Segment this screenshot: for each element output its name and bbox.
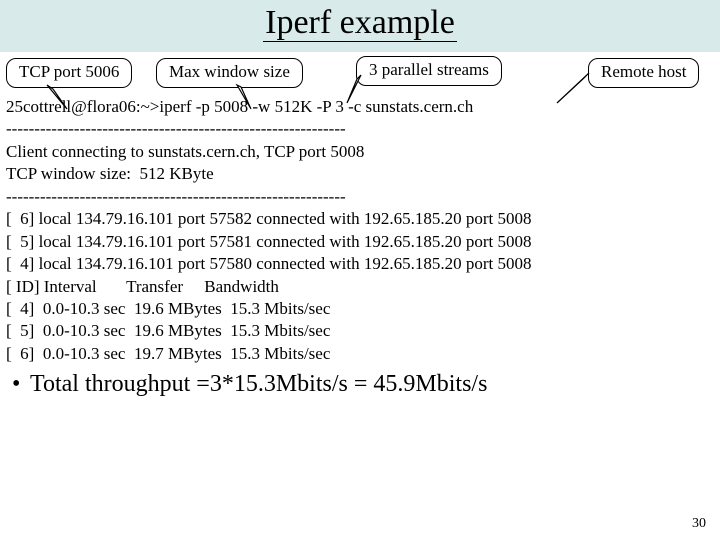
callout-label: Remote host — [601, 62, 686, 81]
callout-pointer-icon — [351, 75, 391, 109]
callout-pointer-icon — [47, 85, 87, 115]
output-line: TCP window size: 512 KByte — [6, 164, 214, 183]
output-line: [ 5] local 134.79.16.101 port 57581 conn… — [6, 232, 532, 251]
callout-max-window: Max window size — [156, 58, 303, 88]
callout-remote: Remote host — [588, 58, 699, 88]
output-line: [ 6] local 134.79.16.101 port 57582 conn… — [6, 209, 532, 228]
title-bar: Iperf example — [0, 0, 720, 52]
callout-pointer-icon — [237, 85, 277, 115]
page-number: 30 — [692, 516, 706, 532]
terminal-output: 25cottrell@flora06:~>iperf -p 5008 -w 51… — [0, 96, 720, 365]
callout-tcp-port: TCP port 5006 — [6, 58, 132, 88]
bullet-icon: • — [12, 371, 30, 398]
output-line: [ ID] Interval Transfer Bandwidth — [6, 277, 279, 296]
output-line: [ 5] 0.0-10.3 sec 19.6 MBytes 15.3 Mbits… — [6, 321, 330, 340]
output-line: Client connecting to sunstats.cern.ch, T… — [6, 142, 364, 161]
callout-label: Max window size — [169, 62, 290, 81]
output-line: [ 4] 0.0-10.3 sec 19.6 MBytes 15.3 Mbits… — [6, 299, 330, 318]
separator: ----------------------------------------… — [6, 119, 346, 138]
page-title: Iperf example — [263, 4, 457, 42]
callout-parallel: 3 parallel streams — [356, 56, 502, 86]
callout-pointer-icon — [559, 73, 603, 107]
callout-label: TCP port 5006 — [19, 62, 119, 81]
summary-text: Total throughput =3*15.3Mbits/s = 45.9Mb… — [30, 371, 487, 397]
separator: ----------------------------------------… — [6, 187, 346, 206]
callouts-row: TCP port 5006 Max window size 3 parallel… — [0, 52, 720, 96]
output-line: [ 6] 0.0-10.3 sec 19.7 MBytes 15.3 Mbits… — [6, 344, 330, 363]
output-line: [ 4] local 134.79.16.101 port 57580 conn… — [6, 254, 532, 273]
summary-bullet: •Total throughput =3*15.3Mbits/s = 45.9M… — [0, 365, 720, 398]
